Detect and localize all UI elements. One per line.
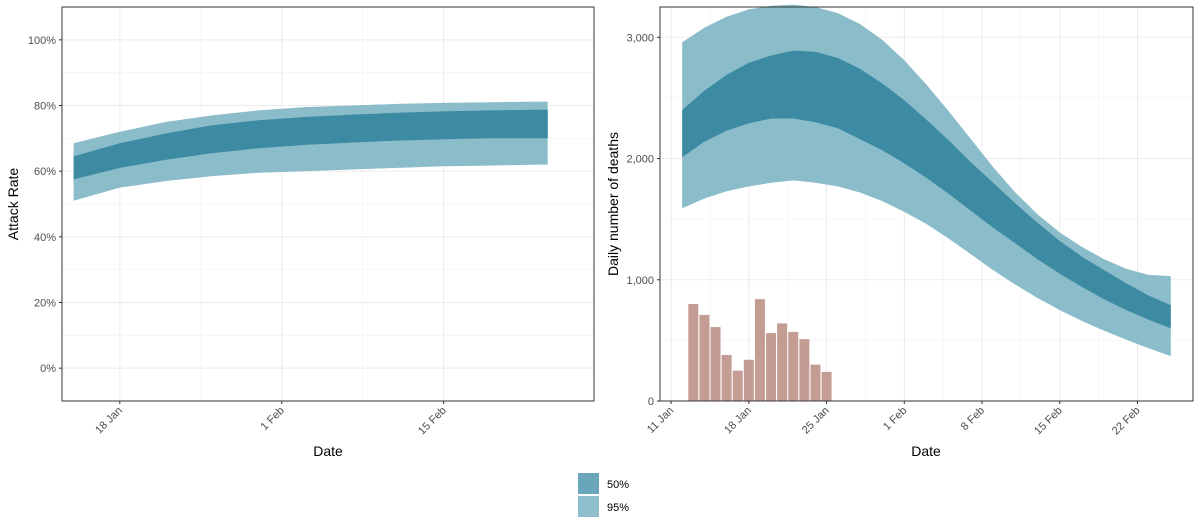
observed-deaths-bar xyxy=(788,331,799,401)
x-tick-label: 1 Feb xyxy=(881,405,909,433)
legend-label-95: 95% xyxy=(607,502,629,514)
attack-rate-panel: 0% 20% 40% 60% 80% 100% 18 Jan 1 Feb 15 Feb Dat… xyxy=(5,6,595,459)
deaths-observed-bars xyxy=(688,299,832,401)
y-tick-label: 40% xyxy=(34,232,56,244)
attack-rate-y-ticks: 0% 20% 40% 60% 80% 100% xyxy=(28,35,62,375)
observed-deaths-bar xyxy=(688,304,699,401)
observed-deaths-bar xyxy=(699,314,710,401)
x-tick-label: 18 Jan xyxy=(722,405,754,437)
attack-rate-x-ticks: 18 Jan 1 Feb 15 Feb xyxy=(93,401,449,437)
y-tick-label: 60% xyxy=(34,166,56,178)
y-tick-label: 100% xyxy=(28,35,56,47)
band-50-area xyxy=(682,50,1171,329)
deaths-x-ticks: 11 Jan 18 Jan 25 Jan 1 Feb 8 Feb 15 Feb 22 Feb xyxy=(645,401,1143,437)
legend: 50% 95% xyxy=(578,473,629,517)
observed-deaths-bar xyxy=(777,323,788,401)
observed-deaths-bar xyxy=(710,327,721,401)
attack-rate-x-axis-title: Date xyxy=(313,443,343,459)
observed-deaths-bar xyxy=(732,370,743,401)
observed-deaths-bar xyxy=(799,339,810,401)
x-tick-label: 18 Jan xyxy=(93,405,125,437)
attack-rate-bands xyxy=(73,101,548,201)
deaths-y-axis-title: Daily number of deaths xyxy=(605,132,621,276)
y-tick-label: 1,000 xyxy=(626,275,654,287)
attack-rate-grid xyxy=(62,7,594,401)
y-tick-label: 0 xyxy=(648,396,654,408)
attack-rate-panel-border xyxy=(61,6,595,402)
y-tick-label: 20% xyxy=(34,298,56,310)
x-tick-label: 15 Feb xyxy=(416,405,449,438)
x-tick-label: 25 Jan xyxy=(800,405,832,437)
observed-deaths-bar xyxy=(821,371,832,401)
observed-deaths-bar xyxy=(721,354,732,401)
x-tick-label: 11 Jan xyxy=(645,405,676,436)
deaths-panel: 0 1,000 2,000 3,000 11 Jan 18 Jan 25 Jan 1 Feb… xyxy=(605,4,1194,459)
deaths-y-ticks: 0 1,000 2,000 3,000 xyxy=(626,32,660,408)
legend-label-50: 50% xyxy=(607,479,629,491)
x-tick-label: 15 Feb xyxy=(1032,405,1065,438)
legend-key-50 xyxy=(578,473,599,494)
x-tick-label: 22 Feb xyxy=(1110,405,1143,438)
legend-key-95 xyxy=(578,496,599,517)
y-tick-label: 0% xyxy=(40,363,56,375)
deaths-panel-border xyxy=(659,6,1194,402)
observed-deaths-bar xyxy=(754,299,765,401)
band-50-area xyxy=(73,109,548,180)
observed-deaths-bar xyxy=(810,364,821,401)
x-tick-label: 1 Feb xyxy=(258,405,286,433)
y-tick-label: 80% xyxy=(34,101,56,113)
observed-deaths-bar xyxy=(743,359,754,401)
observed-deaths-bar xyxy=(766,333,777,401)
deaths-x-axis-title: Date xyxy=(911,443,941,459)
deaths-bands xyxy=(682,4,1171,357)
y-tick-label: 3,000 xyxy=(626,32,654,44)
attack-rate-y-axis-title: Attack Rate xyxy=(5,168,21,241)
y-tick-label: 2,000 xyxy=(626,154,654,166)
x-tick-label: 8 Feb xyxy=(959,405,987,433)
